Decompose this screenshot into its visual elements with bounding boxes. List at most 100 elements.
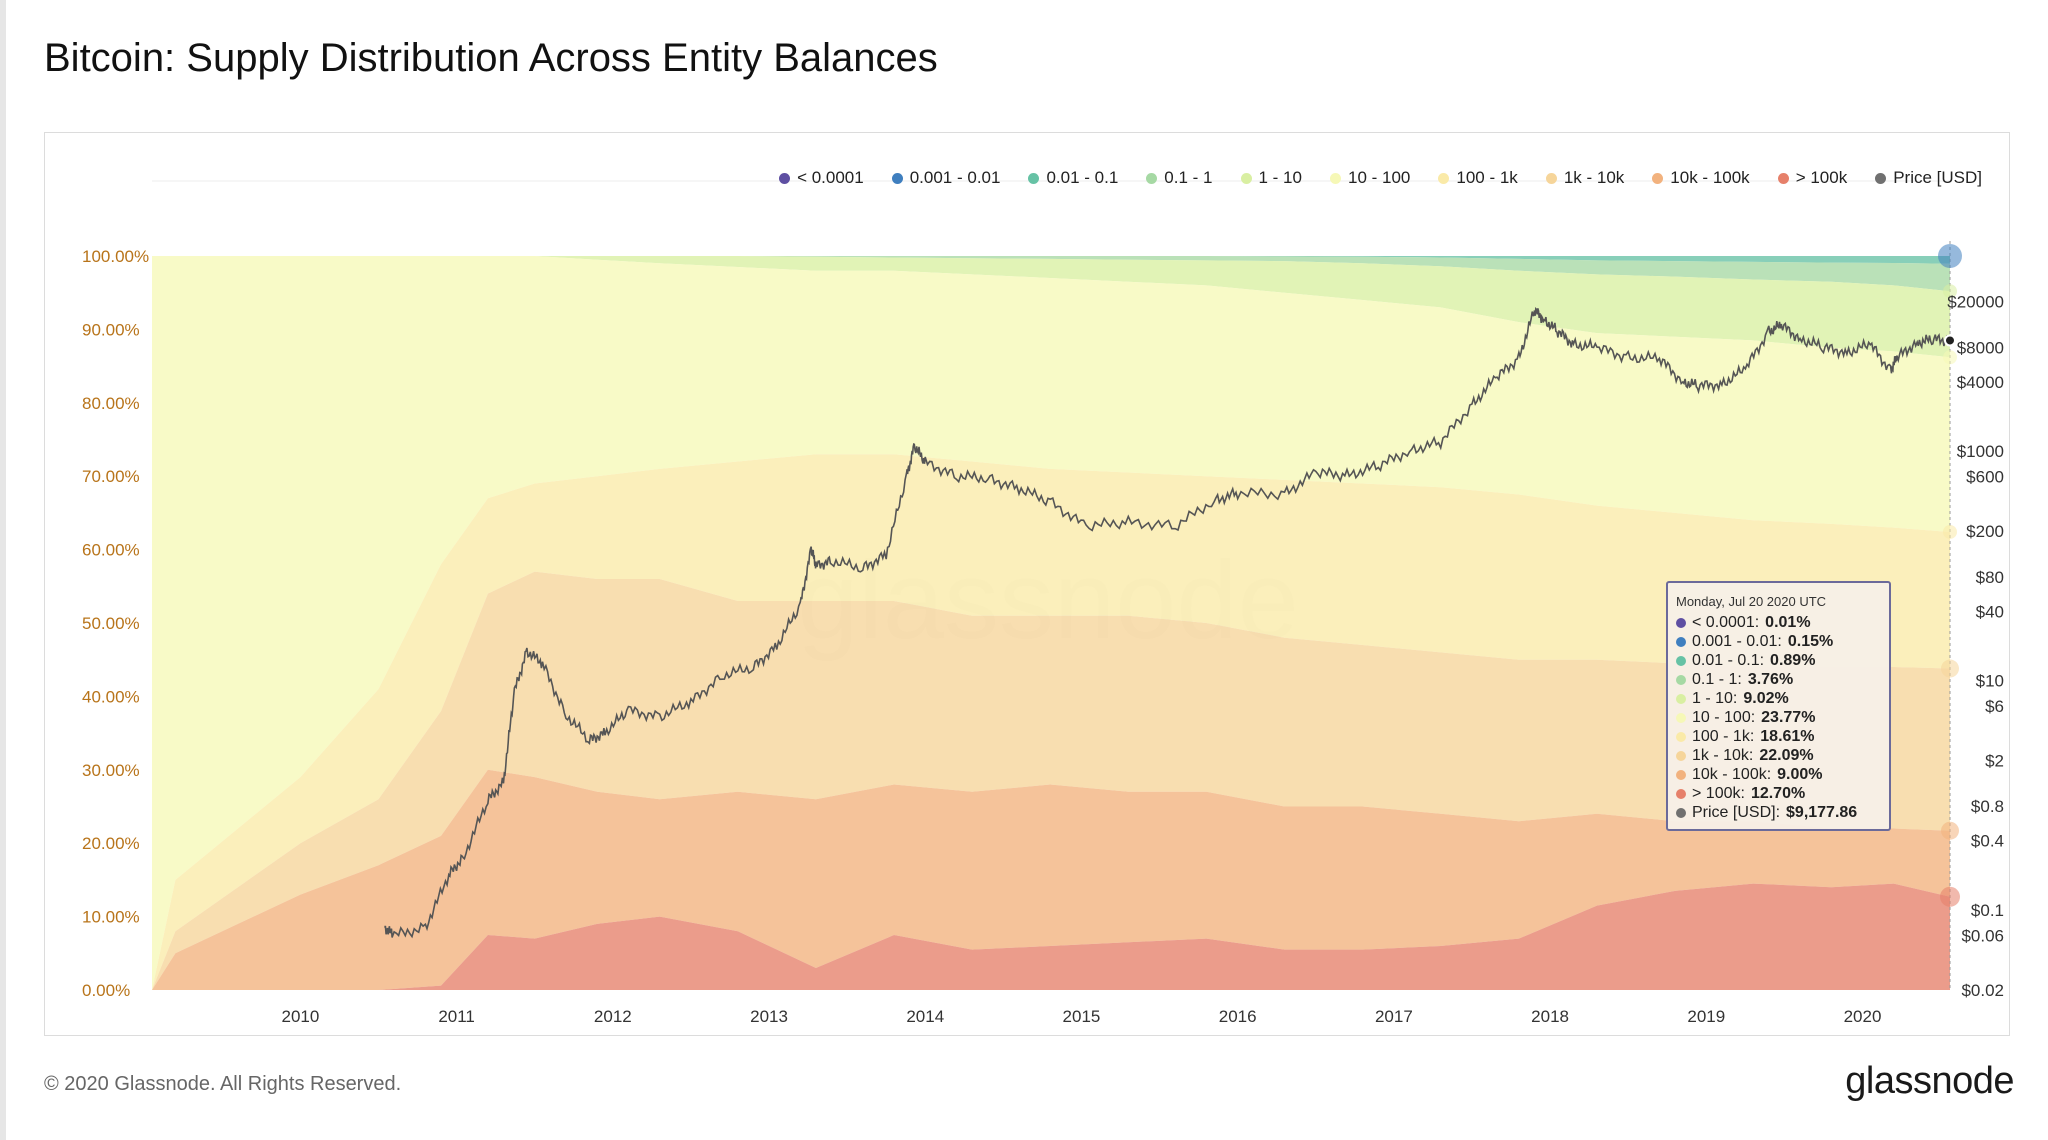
tooltip-row-label: < 0.0001: xyxy=(1692,613,1760,631)
y-left-tick-label: 80.00% xyxy=(82,394,140,413)
1-10-area[interactable] xyxy=(152,256,1950,358)
tooltip-row-value: 0.15% xyxy=(1787,632,1834,650)
left-edge-rule xyxy=(0,0,6,1140)
legend-dot-icon xyxy=(779,172,791,184)
y-right-tick-label: $8000 xyxy=(1957,338,2004,357)
tooltip-row-value: 3.76% xyxy=(1747,670,1794,688)
y-left-tick-label: 10.00% xyxy=(82,908,140,927)
legend-item[interactable]: 10k - 100k xyxy=(1652,168,1750,188)
tooltip-row-label: 0.1 - 1: xyxy=(1692,670,1742,688)
legend-label: 1 - 10 xyxy=(1258,168,1302,187)
y-right-tick-label: $4000 xyxy=(1957,373,2004,392)
tooltip-dot-icon xyxy=(1676,636,1686,647)
legend-label: < 0.0001 xyxy=(797,168,864,187)
y-right-tick-label: $20000 xyxy=(1947,293,2004,312)
10-100-area[interactable] xyxy=(152,256,1950,990)
0.01-0.1-and-below-area[interactable] xyxy=(152,256,1950,264)
y-right-tick-label: $2 xyxy=(1985,752,2004,771)
y-right-tick-label: $600 xyxy=(1966,467,2004,486)
y-left-tick-label: 40.00% xyxy=(82,687,140,706)
price-hover-marker xyxy=(1944,334,1956,347)
tooltip-row: 0.1 - 1: 3.76% xyxy=(1676,670,1881,689)
hover-marker xyxy=(1943,350,1957,365)
legend-label: 1k - 10k xyxy=(1563,168,1625,187)
legend-item[interactable]: 0.001 - 0.01 xyxy=(891,168,1001,188)
tooltip-dot-icon xyxy=(1676,807,1686,818)
y-right-tick-label: $40 xyxy=(1976,602,2004,621)
y-right-tick-label: $6 xyxy=(1985,697,2004,716)
hover-marker xyxy=(1941,821,1959,840)
y-right-tick-label: $10 xyxy=(1976,671,2004,690)
legend-item[interactable]: 0.01 - 0.1 xyxy=(1028,168,1118,188)
1k-10k-area[interactable] xyxy=(152,571,1950,990)
legend-item[interactable]: < 0.0001 xyxy=(779,168,864,188)
tooltip-dot-icon xyxy=(1676,769,1686,780)
x-tick-label: 2020 xyxy=(1844,1007,1882,1026)
x-tick-label: 2015 xyxy=(1063,1007,1101,1026)
tooltip-dot-icon xyxy=(1676,617,1686,628)
legend-dot-icon xyxy=(1652,172,1664,184)
legend-label: 0.1 - 1 xyxy=(1164,168,1213,187)
legend-item[interactable]: Price [USD] xyxy=(1875,168,1982,188)
x-tick-label: 2014 xyxy=(906,1007,944,1026)
y-right-tick-label: $0.02 xyxy=(1961,981,2004,1000)
x-tick-label: 2013 xyxy=(750,1007,788,1026)
0.1-1-area[interactable] xyxy=(152,256,1950,292)
10k-100k-area[interactable] xyxy=(152,769,1950,990)
tooltip-date: Monday, Jul 20 2020 UTC xyxy=(1676,594,1827,609)
glassnode-logo[interactable]: glassnode xyxy=(1845,1060,2014,1102)
x-tick-label: 2016 xyxy=(1219,1007,1257,1026)
y-left-tick-label: 90.00% xyxy=(82,320,140,339)
y-right-axis: $0.02 $0.06 $0.1 $0.4 $0.8 $2 $6 $10 $40 $80 $200 $… xyxy=(1947,293,2004,1000)
x-tick-label: 2017 xyxy=(1375,1007,1413,1026)
y-right-tick-label: $80 xyxy=(1976,568,2004,587)
hover-marker xyxy=(1943,524,1957,539)
x-tick-label: 2019 xyxy=(1687,1007,1725,1026)
x-tick-label: 2018 xyxy=(1531,1007,1569,1026)
x-tick-label: 2012 xyxy=(594,1007,632,1026)
tooltip-dot-icon xyxy=(1676,788,1686,799)
tooltip-row: < 0.0001: 0.01% xyxy=(1676,613,1881,632)
tooltip-row: 1 - 10: 9.02% xyxy=(1676,689,1881,708)
tooltip-row-value: $9,177.86 xyxy=(1786,803,1858,821)
y-left-tick-label: 100.00% xyxy=(82,247,149,266)
y-right-tick-label: $0.06 xyxy=(1961,926,2004,945)
tooltip-row-label: 0.001 - 0.01: xyxy=(1692,632,1782,650)
legend-item[interactable]: > 100k xyxy=(1777,168,1847,188)
legend-item[interactable]: 10 - 100 xyxy=(1329,168,1410,188)
legend-item[interactable]: 100 - 1k xyxy=(1438,168,1518,188)
x-tick-label: 2010 xyxy=(281,1007,319,1026)
legend-dot-icon xyxy=(1875,172,1887,184)
legend-item[interactable]: 0.1 - 1 xyxy=(1146,168,1213,188)
legend-dot-icon xyxy=(1028,172,1040,184)
y-right-tick-label: $1000 xyxy=(1957,442,2004,461)
legend-item[interactable]: 1 - 10 xyxy=(1240,168,1302,188)
tooltip: Monday, Jul 20 2020 UTC < 0.0001: 0.01% 0.… xyxy=(1666,581,1891,831)
tooltip-dot-icon xyxy=(1676,655,1686,666)
tooltip-row-label: > 100k: xyxy=(1692,784,1745,802)
100-1k-area[interactable] xyxy=(152,454,1950,990)
tooltip-dot-icon xyxy=(1676,693,1686,704)
tooltip-row-label: 1 - 10: xyxy=(1692,689,1738,707)
footer-copyright: © 2020 Glassnode. All Rights Reserved. xyxy=(44,1073,402,1095)
tooltip-dot-icon xyxy=(1676,674,1686,685)
tooltip-row-value: 22.09% xyxy=(1759,746,1814,764)
hover-markers xyxy=(1938,244,1962,907)
legend-label: 0.001 - 0.01 xyxy=(909,168,1001,187)
hover-marker xyxy=(1940,886,1960,907)
page-title: Bitcoin: Supply Distribution Across Enti… xyxy=(44,36,938,80)
tooltip-row: 0.001 - 0.01: 0.15% xyxy=(1676,632,1881,651)
hover-marker xyxy=(1941,659,1959,678)
tooltip-row-value: 0.89% xyxy=(1770,651,1816,669)
hover-marker xyxy=(1943,284,1957,299)
price-line-series[interactable] xyxy=(384,306,1951,939)
y-left-tick-label: 50.00% xyxy=(82,614,140,633)
y-left-tick-label: 70.00% xyxy=(82,467,140,486)
tooltip-row-value: 12.70% xyxy=(1750,784,1806,802)
tooltip-row-label: 10 - 100: xyxy=(1692,708,1756,726)
above-100k-area[interactable] xyxy=(152,883,1950,990)
stacked-areas xyxy=(152,256,1950,990)
legend-label: 10k - 100k xyxy=(1670,168,1750,187)
legend-item[interactable]: 1k - 10k xyxy=(1545,168,1625,188)
